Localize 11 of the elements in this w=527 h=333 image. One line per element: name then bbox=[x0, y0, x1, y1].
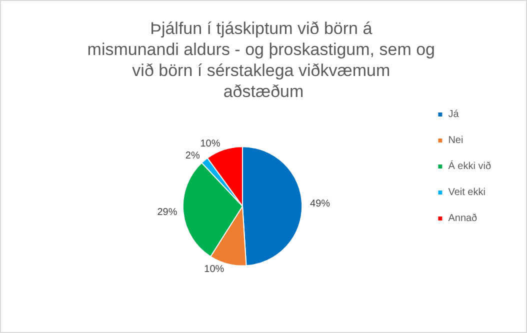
legend-label: Veit ekki bbox=[448, 187, 486, 198]
data-label: 2% bbox=[185, 150, 200, 162]
data-label: 10% bbox=[204, 264, 224, 276]
chart-title: Þjálfun í tjáskiptum við börn á mismunandi aldurs - og þroskastigum, sem og við börn í sérstaklega viðkvæmum aðstæðum bbox=[87, 19, 440, 101]
legend-label: Annað bbox=[448, 213, 478, 224]
data-label: 29% bbox=[157, 206, 178, 218]
legend-label: Nei bbox=[448, 135, 464, 146]
data-label: 49% bbox=[310, 198, 330, 210]
data-label: 10% bbox=[200, 138, 220, 150]
legend-label: Á ekki við bbox=[448, 160, 492, 172]
legend-label: Já bbox=[448, 109, 460, 120]
